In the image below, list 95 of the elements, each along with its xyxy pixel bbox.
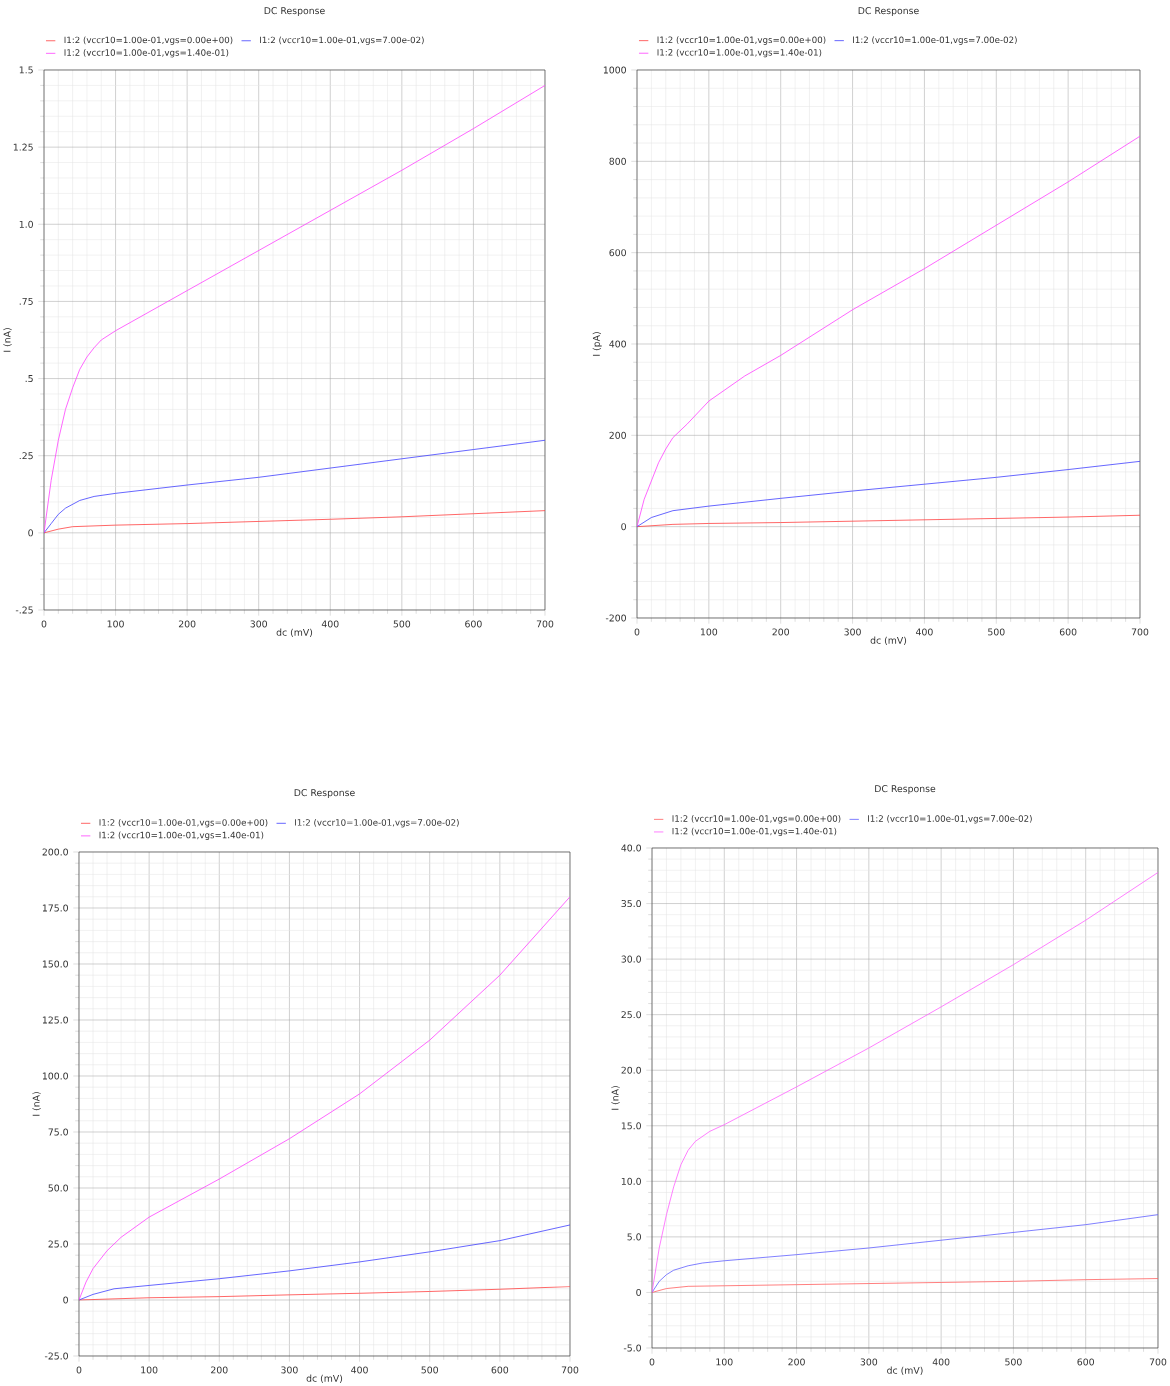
x-tick-label: 200 [788, 1358, 805, 1366]
y-tick-label: 25.0 [621, 1011, 641, 1019]
y-tick-label: 1.25 [13, 143, 33, 151]
y-tick-label: .75 [19, 297, 33, 305]
y-axis-title: I (nA) [3, 328, 12, 352]
legend-label: I1:2 (vccr10=1.00e-01,vgs=0.00e+00) [99, 819, 268, 828]
chart-title: DC Response [875, 785, 936, 794]
x-tick-label: 300 [250, 620, 267, 628]
y-tick-label: 200.0 [42, 848, 68, 856]
x-tick-label: 200 [178, 620, 196, 628]
y-tick-label: 35.0 [621, 900, 641, 908]
y-tick-label: 800 [609, 157, 626, 165]
y-tick-label: 40.0 [621, 844, 641, 852]
y-tick-label: 400 [609, 340, 626, 348]
x-tick-label: 100 [700, 628, 718, 636]
x-tick-label: 200 [772, 628, 789, 636]
y-tick-label: 10.0 [621, 1177, 641, 1185]
y-tick-label: -25.0 [44, 1352, 68, 1360]
y-tick-label: 30.0 [621, 955, 641, 963]
legend-label: I1:2 (vccr10=1.00e-01,vgs=7.00e-02) [868, 815, 1032, 824]
x-tick-label: 100 [141, 1366, 158, 1374]
legend-label: I1:2 (vccr10=1.00e-01,vgs=1.40e-01) [672, 827, 837, 837]
y-tick-label: 1000 [603, 66, 626, 74]
legend-label: I1:2 (vccr10=1.00e-01,vgs=1.40e-01) [99, 831, 264, 840]
y-tick-label: 125.0 [42, 1016, 68, 1024]
y-tick-label: 1.0 [19, 220, 33, 228]
y-tick-label: .5 [25, 375, 33, 383]
x-tick-label: 700 [1149, 1358, 1167, 1366]
legend-label: I1:2 (vccr10=1.00e-01,vgs=7.00e-02) [853, 36, 1017, 45]
y-tick-label: 25.0 [48, 1240, 68, 1248]
legend-label: I1:2 (vccr10=1.00e-01,vgs=1.40e-01) [64, 49, 229, 58]
x-tick-label: 500 [421, 1366, 438, 1374]
x-tick-label: 600 [1059, 628, 1077, 636]
x-tick-label: 400 [321, 620, 339, 628]
x-tick-label: 300 [281, 1366, 298, 1374]
x-tick-label: 300 [844, 628, 861, 636]
y-tick-label: 75.0 [48, 1128, 68, 1136]
y-tick-label: 0 [28, 529, 33, 537]
x-tick-label: 400 [351, 1366, 368, 1374]
chart-title: DC Response [858, 7, 919, 16]
x-tick-label: 200 [211, 1366, 228, 1374]
y-tick-label: -.25 [15, 606, 33, 614]
y-tick-label: 200 [609, 431, 626, 439]
y-tick-label: 100.0 [42, 1072, 68, 1080]
legend-label: I1:2 (vccr10=1.00e-01,vgs=7.00e-02) [295, 819, 459, 828]
y-tick-label: 20.0 [621, 1066, 641, 1074]
x-tick-label: 500 [1005, 1358, 1022, 1366]
y-tick-label: 50.0 [48, 1184, 68, 1192]
x-axis-title: dc (mV) [870, 636, 907, 645]
line-series [637, 460, 1140, 528]
x-tick-label: 0 [649, 1358, 655, 1366]
y-tick-label: -5.0 [623, 1344, 641, 1352]
line-series [79, 1224, 570, 1301]
x-tick-label: 700 [536, 620, 554, 628]
x-tick-label: 600 [491, 1366, 509, 1374]
legend-label: I1:2 (vccr10=1.00e-01,vgs=0.00e+00) [64, 36, 233, 45]
legend-label: I1:2 (vccr10=1.00e-01,vgs=7.00e-02) [260, 36, 424, 45]
line-series [44, 439, 545, 534]
line-series [652, 872, 1158, 1293]
y-axis-title: I (pA) [592, 332, 602, 356]
x-tick-label: 100 [716, 1358, 733, 1366]
x-tick-label: 500 [988, 628, 1005, 636]
y-tick-label: 15.0 [621, 1122, 641, 1130]
y-tick-label: 150.0 [42, 960, 68, 968]
x-tick-label: 600 [1077, 1358, 1094, 1366]
line-series [79, 896, 570, 1301]
chart-title: DC Response [294, 789, 355, 798]
y-tick-label: 0 [621, 523, 626, 531]
y-tick-label: 600 [609, 249, 626, 257]
line-series [652, 1278, 1158, 1293]
legend-label: I1:2 (vccr10=1.00e-01,vgs=1.40e-01) [657, 48, 822, 58]
y-tick-label: 0 [63, 1296, 68, 1304]
x-tick-label: 400 [932, 1358, 950, 1366]
legend-label: I1:2 (vccr10=1.00e-01,vgs=0.00e+00) [672, 815, 841, 824]
legend-label: I1:2 (vccr10=1.00e-01,vgs=0.00e+00) [657, 36, 826, 45]
x-tick-label: 400 [915, 628, 933, 636]
y-tick-label: -200 [605, 614, 626, 622]
chart-title: DC Response [264, 7, 325, 16]
x-axis-title: dc (mV) [887, 1366, 923, 1375]
x-tick-label: 600 [465, 620, 482, 628]
y-tick-label: 175.0 [42, 904, 68, 912]
x-axis-title: dc (mV) [306, 1374, 343, 1383]
y-tick-label: .25 [19, 452, 33, 460]
y-axis-title: I (nA) [611, 1086, 620, 1110]
x-tick-label: 300 [860, 1358, 878, 1366]
y-tick-label: 1.5 [19, 66, 33, 74]
y-axis-title: I (nA) [32, 1092, 41, 1116]
x-tick-label: 500 [393, 620, 411, 628]
x-tick-label: 100 [107, 620, 124, 628]
y-tick-label: 5.0 [627, 1233, 641, 1241]
x-tick-label: 0 [76, 1366, 82, 1374]
x-tick-label: 700 [1131, 628, 1149, 636]
x-axis-title: dc (mV) [276, 628, 313, 637]
y-tick-label: 0 [636, 1288, 641, 1296]
x-tick-label: 700 [561, 1366, 579, 1374]
